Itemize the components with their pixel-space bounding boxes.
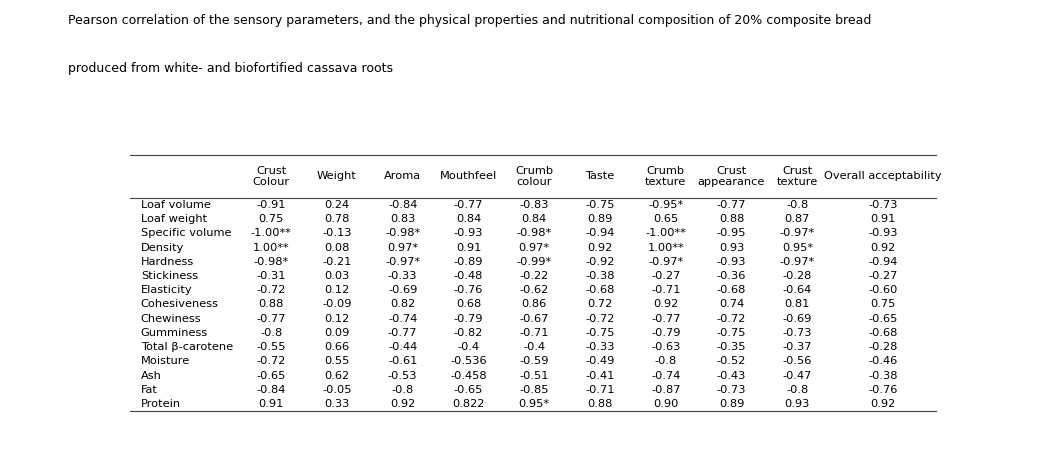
Text: produced from white- and biofortified cassava roots: produced from white- and biofortified ca… xyxy=(68,62,393,75)
Text: Pearson correlation of the sensory parameters, and the physical properties and n: Pearson correlation of the sensory param… xyxy=(68,14,870,27)
